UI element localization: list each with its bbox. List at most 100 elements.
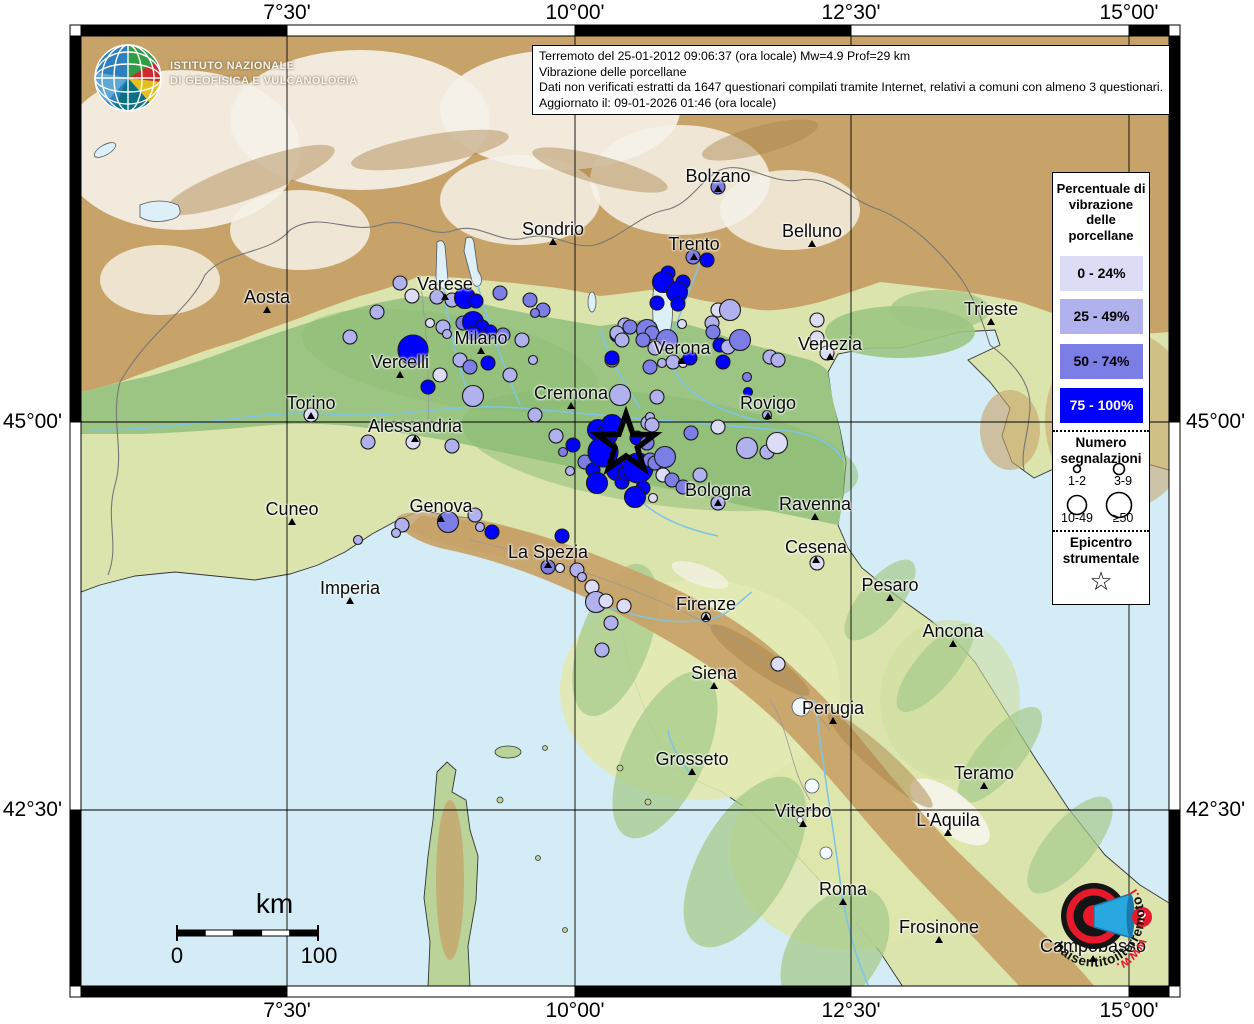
felt-report-dot: [564, 465, 576, 477]
felt-report-dot: [809, 555, 825, 571]
map-frame: [69, 24, 1181, 998]
ingv-name-line1: ISTITUTO NAZIONALE: [170, 60, 295, 72]
felt-report-dot: [429, 289, 445, 305]
felt-report-dot: [676, 318, 688, 330]
axis-tick-top: 15°00': [1099, 1, 1159, 24]
axis-tick-right: 45°00': [1186, 410, 1246, 433]
felt-report-dot: [649, 389, 665, 405]
felt-report-dot: [360, 434, 376, 450]
felt-report-dot: [710, 495, 726, 511]
felt-report-dot: [474, 521, 486, 533]
felt-report-dot: [635, 332, 651, 348]
felt-report-dot: [675, 479, 691, 495]
event-info-box: Terremoto del 25-01-2012 09:06:37 (ora l…: [532, 45, 1171, 116]
felt-report-dot: [819, 345, 835, 361]
felt-report-dot: [647, 340, 663, 356]
felt-report-dot: [598, 593, 614, 609]
felt-report-dot: [809, 312, 825, 328]
epicenter-star-icon: ☆: [1089, 566, 1113, 596]
axis-tick-bottom: 12°30': [821, 999, 881, 1022]
legend-signals-title: Numero segnalazioni: [1060, 435, 1142, 466]
felt-report-dot: [540, 559, 556, 575]
felt-report-dot: [557, 446, 569, 458]
signal-circle-50: [1105, 491, 1133, 519]
felt-report-dot: [554, 528, 570, 544]
legend-panel: Percentuale di vibrazione delle porcella…: [1052, 172, 1150, 605]
felt-report-dot: [342, 329, 358, 345]
felt-report-dot: [710, 179, 726, 195]
axis-tick-top: 12°30': [821, 1, 881, 24]
felt-report-dot: [653, 445, 677, 469]
scale-bar-end: 100: [300, 943, 338, 968]
ingv-logo: ISTITUTO NAZIONALE DI GEOFISICA E VULCAN…: [92, 42, 372, 114]
legend-class-0-24: 0 - 24%: [1060, 256, 1143, 291]
felt-report-dot: [665, 354, 681, 370]
event-update-time: Aggiornato il: 09-01-2026 01:46 (ora loc…: [539, 95, 777, 110]
axis-tick-left: 45°00': [2, 410, 62, 433]
felt-report-dot: [502, 367, 518, 383]
felt-report-dot: [770, 352, 786, 368]
felt-report-dot: [710, 419, 726, 435]
ingv-globe-icon: [94, 44, 162, 112]
felt-report-dot: [683, 425, 699, 441]
felt-report-dot: [623, 485, 647, 509]
axis-tick-bottom: 10°00': [545, 999, 605, 1022]
scale-bar-start: 0: [170, 943, 184, 968]
felt-report-dot: [465, 325, 481, 341]
axis-tick-bottom: 7°30': [263, 999, 311, 1022]
felt-report-dot: [369, 304, 385, 320]
felt-report-dot: [642, 359, 658, 375]
felt-report-dot: [527, 407, 543, 423]
felt-report-dot: [529, 307, 541, 319]
felt-report-dot: [468, 293, 484, 309]
felt-report-dot: [432, 367, 448, 383]
felt-report-dot: [761, 409, 773, 421]
legend-divider: [1053, 430, 1149, 432]
felt-report-dot: [670, 296, 686, 312]
felt-report-dot: [585, 471, 609, 495]
epicenter-star: [589, 405, 663, 476]
felt-report-dot: [462, 359, 478, 375]
felt-report-dot: [735, 436, 759, 460]
felt-report-dot: [614, 332, 630, 348]
felt-report-dot: [548, 428, 564, 444]
felt-report-dot: [392, 275, 408, 291]
axis-tick-left: 42°30': [2, 798, 62, 821]
signal-label-50: ≥50: [1112, 511, 1134, 525]
felt-report-dot: [682, 350, 698, 366]
signal-circle-3-9: [1112, 462, 1126, 476]
felt-report-dot: [352, 534, 364, 546]
signal-label-3-9: 3-9: [1113, 474, 1133, 488]
felt-report-dot: [685, 249, 701, 265]
felt-report-dot: [656, 357, 668, 369]
felt-report-dot: [420, 379, 436, 395]
felt-report-dot: [715, 354, 731, 370]
scale-bar: km 0 100: [150, 888, 370, 978]
felt-report-dot: [554, 562, 566, 574]
event-question: Vibrazione delle porcellane: [539, 64, 687, 79]
event-data-note: Dati non verificati estratti da 1647 que…: [539, 80, 1164, 95]
felt-report-dot: [604, 350, 620, 366]
felt-report-dot: [514, 332, 530, 348]
axis-tick-top: 10°00': [545, 1, 605, 24]
signal-label-10-49: 10-49: [1061, 511, 1093, 525]
felt-report-dot: [303, 407, 319, 423]
legend-divider: [1053, 530, 1149, 532]
axis-tick-top: 7°30': [263, 1, 311, 24]
felt-report-dot: [608, 383, 632, 407]
felt-report-dot: [692, 467, 708, 483]
signal-circle-1-2: [1072, 464, 1082, 474]
felt-report-dot: [397, 334, 429, 366]
felt-report-dot: [770, 656, 786, 672]
lakes: [93, 142, 833, 860]
ingv-name-line2: DI GEOFISICA E VULCANOLOGIA: [170, 74, 358, 87]
felt-report-dot: [809, 330, 825, 346]
axis-tick-bottom: 15°00': [1099, 999, 1159, 1022]
legend-class-75-100: 75 - 100%: [1060, 388, 1143, 423]
felt-report-dot: [728, 328, 752, 352]
apennines: [405, 516, 1095, 986]
felt-report-dot: [644, 417, 660, 433]
axis-tick-right: 42°30': [1186, 798, 1246, 821]
scale-bar-unit: km: [255, 888, 294, 919]
